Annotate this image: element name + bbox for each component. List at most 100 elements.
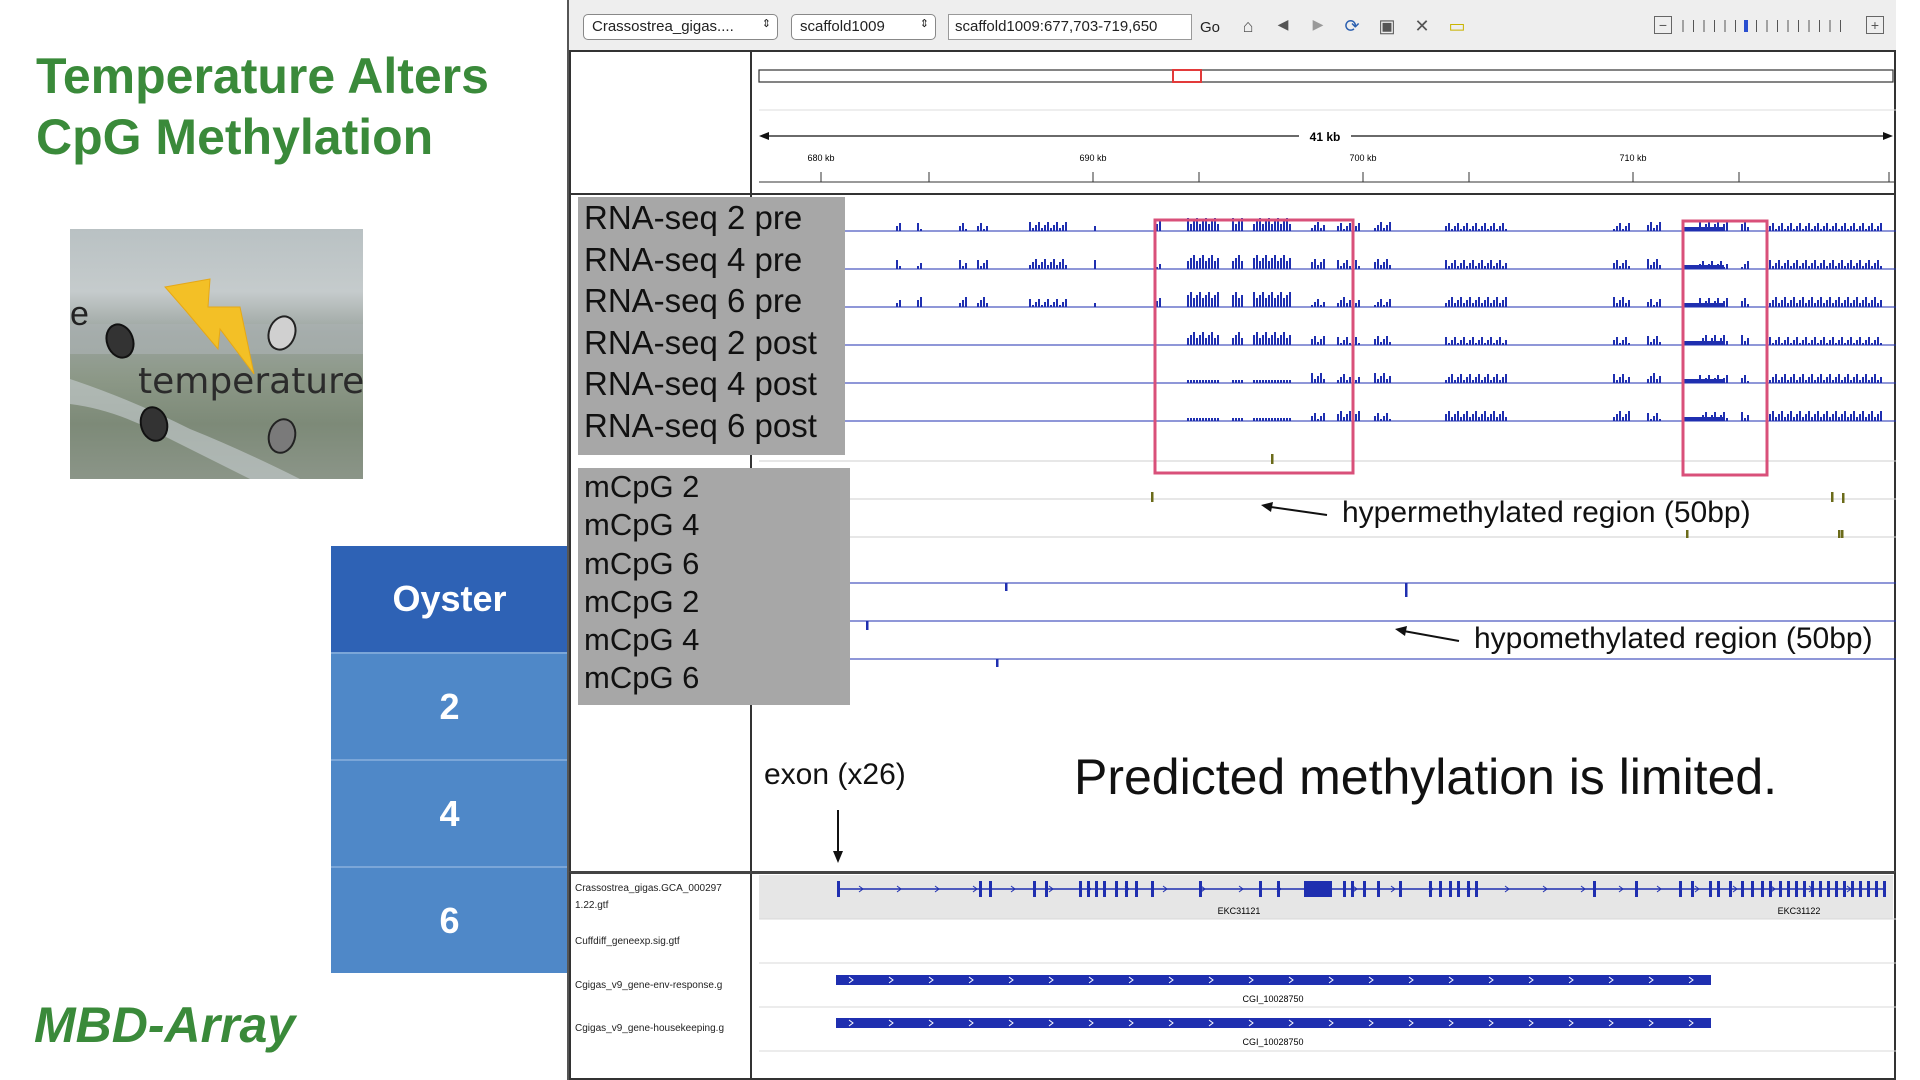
feature-track-name[interactable]: Cgigas_v9_gene-housekeeping.g [575, 1023, 725, 1034]
rna-coverage-bar [1274, 380, 1276, 383]
rna-coverage-bar [1038, 265, 1040, 269]
track-label[interactable]: mCpG 6 [584, 660, 700, 696]
cgi-feature-bar[interactable] [836, 975, 1711, 985]
rna-coverage-bar [1377, 379, 1379, 383]
forward-arrow-icon[interactable]: ▶ [1312, 16, 1324, 32]
strand-arrow-icon [1448, 976, 1454, 984]
rna-coverage-bar [1448, 300, 1450, 307]
rna-coverage-bar [1262, 224, 1264, 231]
feature-track-name[interactable]: Cgigas_v9_gene-env-response.g [575, 980, 723, 991]
rna-coverage-bar [1871, 343, 1873, 345]
zoom-out-icon[interactable]: − [1654, 16, 1672, 34]
track-label[interactable]: RNA-seq 6 post [584, 406, 817, 444]
rna-coverage-bar [1199, 292, 1201, 307]
rna-coverage-bar [1448, 266, 1450, 269]
resize-icon[interactable]: ✕ [1414, 16, 1430, 36]
locus-input[interactable]: scaffold1009:677,703-719,650 [948, 14, 1192, 40]
ruler-right-arrow-icon [1883, 132, 1893, 140]
rna-coverage-bar [1778, 380, 1780, 383]
track-label[interactable]: RNA-seq 2 pre [584, 199, 803, 236]
rna-coverage-bar [1193, 332, 1195, 345]
rna-coverage-bar [1454, 303, 1456, 307]
rna-coverage-bar [899, 266, 901, 269]
rna-coverage-bar [1717, 298, 1719, 307]
rna-coverage-bar [1448, 223, 1450, 231]
gene-exon [1467, 881, 1470, 897]
track-label[interactable]: RNA-seq 6 pre [584, 282, 803, 319]
rna-coverage-bar [1343, 297, 1345, 307]
rna-coverage-bar [1880, 377, 1882, 383]
rna-coverage-bar [1289, 380, 1291, 383]
rna-coverage-bar [1499, 226, 1501, 231]
track-label[interactable]: RNA-seq 4 post [584, 365, 817, 402]
track-label[interactable]: RNA-seq 2 post [584, 323, 817, 361]
rna-coverage-bar [1283, 298, 1285, 307]
rna-coverage-bar [1778, 226, 1780, 231]
home-icon[interactable]: ⌂ [1242, 16, 1254, 36]
rna-coverage-bar [1625, 260, 1627, 269]
chromosome-select[interactable]: scaffold1009 ⇕ [791, 14, 936, 40]
go-button[interactable]: Go [1200, 19, 1221, 36]
rna-coverage-bar [1253, 418, 1255, 421]
cgi-feature-bar[interactable] [836, 1018, 1711, 1028]
rna-coverage-bar [1850, 260, 1852, 269]
rna-coverage-bar [917, 223, 919, 231]
rna-coverage-bar [1466, 266, 1468, 269]
strand-arrow-icon [896, 885, 902, 893]
feature-track-name[interactable]: Cuffdiff_geneexp.sig.gtf [575, 936, 680, 947]
zoom-in-icon[interactable]: + [1866, 16, 1884, 34]
rna-coverage-bar [1838, 374, 1840, 383]
rna-coverage-bar [1187, 218, 1189, 231]
strand-arrow-icon [1088, 976, 1094, 984]
rna-coverage-bar [1823, 260, 1825, 269]
gene-exon [1843, 881, 1846, 897]
mcpg-hyper-mark [1686, 530, 1689, 538]
rna-coverage-bar [1747, 381, 1749, 383]
rna-coverage-bar [1211, 380, 1213, 383]
rna-coverage-bar [1323, 225, 1325, 231]
rna-coverage-bar [1613, 340, 1615, 345]
gene-exon [979, 881, 982, 897]
rna-coverage-bar [1041, 262, 1043, 269]
popup-info-icon[interactable]: ▭ [1448, 16, 1466, 36]
refresh-icon[interactable]: ⟳ [1344, 16, 1360, 36]
rna-coverage-bar [1289, 292, 1291, 307]
feature-track-name[interactable]: 1.22.gtf [575, 900, 609, 911]
strand-arrow-icon [1504, 885, 1510, 893]
region-icon[interactable]: ▣ [1378, 16, 1396, 36]
oyster-icon [267, 315, 297, 351]
rna-coverage-bar [1190, 224, 1192, 231]
rna-coverage-bar [1050, 228, 1052, 231]
track-label[interactable]: RNA-seq 4 pre [584, 240, 803, 278]
lightning-bolt-icon [164, 278, 255, 375]
track-label[interactable]: mCpG 2 [584, 469, 700, 504]
rna-coverage-bar [1616, 414, 1618, 421]
ideogram-region-marker [1172, 69, 1202, 83]
ruler-left-arrow-icon [759, 132, 769, 140]
back-arrow-icon[interactable]: ◀ [1277, 16, 1289, 32]
strand-arrow-icon [848, 976, 854, 984]
rna-coverage-bar [1062, 225, 1064, 231]
rna-coverage-bar [1877, 226, 1879, 231]
track-label[interactable]: mCpG 6 [584, 545, 700, 581]
rna-coverage-bar [1784, 374, 1786, 383]
rna-coverage-bar [1799, 266, 1801, 269]
oyster-table: Oyster 2 4 6 [331, 546, 568, 973]
feature-track-name[interactable]: Crassostrea_gigas.GCA_000297 [575, 883, 722, 894]
genome-select[interactable]: Crassostrea_gigas.... ⇕ [583, 14, 778, 40]
rna-coverage-bar [1820, 340, 1822, 345]
track-label[interactable]: mCpG 2 [584, 583, 700, 619]
rna-coverage-bar [1320, 262, 1322, 269]
rna-coverage-bar [1805, 337, 1807, 345]
rna-coverage-bar [1311, 262, 1313, 269]
rna-coverage-bar [1355, 337, 1357, 345]
track-label[interactable]: mCpG 4 [584, 622, 700, 658]
rna-coverage-bar [1187, 338, 1189, 345]
zoom-slider[interactable] [1679, 17, 1859, 37]
rna-coverage-bar [1208, 335, 1210, 345]
rna-coverage-bar [1241, 261, 1243, 269]
ruler-tick-label: 680 kb [807, 153, 834, 163]
rna-coverage-bar [1829, 297, 1831, 307]
hypermethylated-annotation: hypermethylated region (50bp) [1342, 496, 1751, 529]
track-label[interactable]: mCpG 4 [584, 507, 700, 543]
